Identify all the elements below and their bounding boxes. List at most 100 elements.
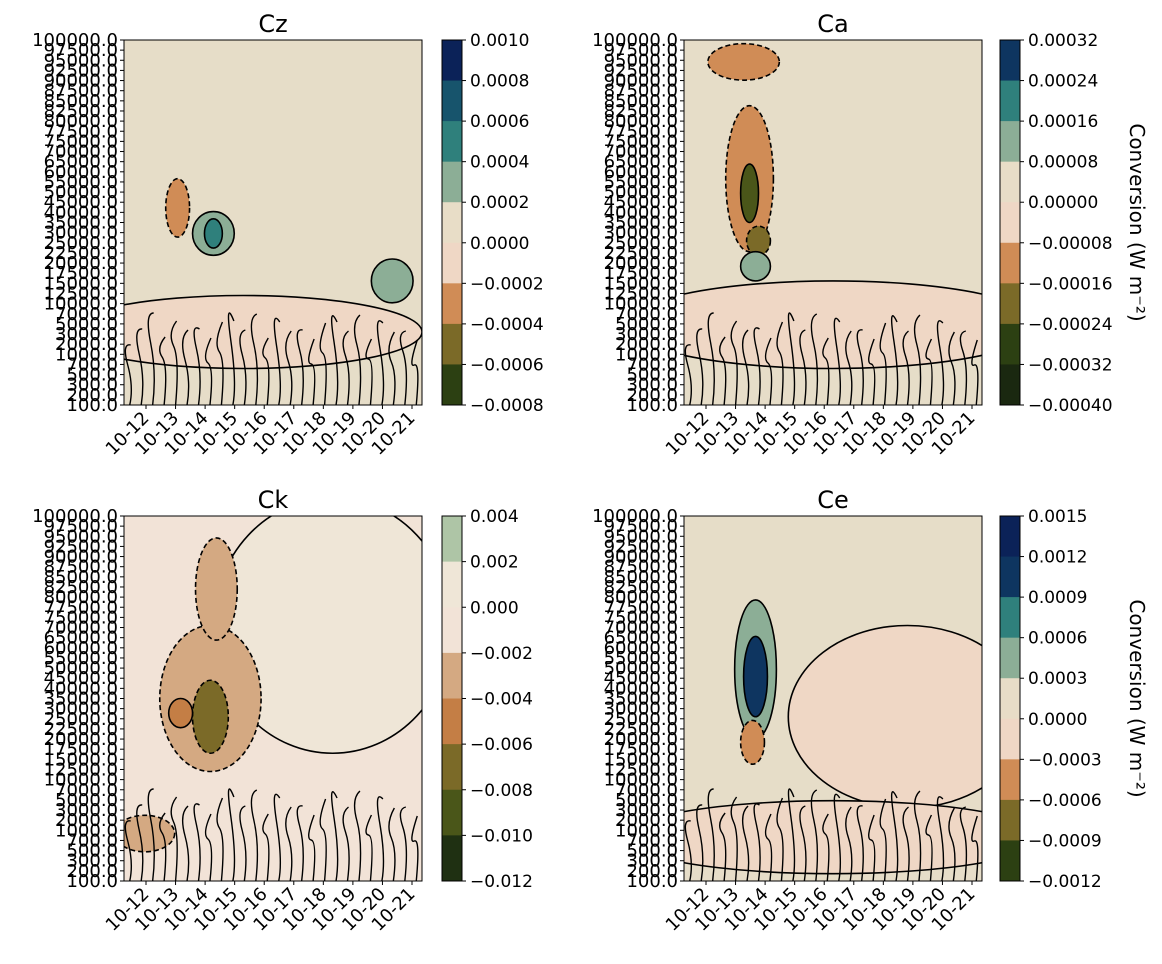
colorbar-tick-label: 0.000: [470, 598, 519, 618]
colorbar-tick-label: 0.0010: [470, 31, 529, 51]
y-tick-label: 10000.0: [44, 770, 118, 791]
y-tick-label: 82500.0: [604, 577, 678, 598]
panel-title: Ck: [258, 486, 289, 514]
colorbar-segment: [442, 323, 462, 365]
y-tick-label: 60000.0: [44, 162, 118, 183]
y-tick-label: 35000.0: [44, 689, 118, 710]
contour-line: [353, 790, 362, 881]
colorbar-segment: [1000, 161, 1020, 203]
y-tick-label: 17500.0: [604, 263, 678, 284]
contour-line: [181, 329, 190, 405]
y-tick-label: 200.0: [626, 385, 678, 406]
colorbar-segment: [442, 40, 462, 82]
colorbar-tick-label: −0.0006: [1028, 791, 1102, 811]
colorbar-tick-label: 0.00008: [1028, 153, 1098, 173]
y-tick-label: 77500.0: [604, 597, 678, 618]
y-tick-label: 15000.0: [44, 749, 118, 770]
y-tick-label: 2000.0: [55, 810, 118, 831]
colorbar-segment: [442, 364, 462, 406]
y-tick-label: 35000.0: [604, 689, 678, 710]
y-tick-label: 500.0: [626, 365, 678, 386]
contour-line: [376, 320, 385, 405]
colorbar-segment: [1000, 718, 1020, 760]
y-tick-label: 65000.0: [44, 152, 118, 173]
y-tick-label: 45000.0: [604, 668, 678, 689]
colorbar-segment: [442, 561, 462, 608]
colorbar-segment: [1000, 678, 1020, 720]
y-tick-label: 55000.0: [44, 172, 118, 193]
contour-region: [745, 225, 772, 257]
y-tick-label: 50000.0: [604, 182, 678, 203]
y-tick-label: 2000.0: [55, 334, 118, 355]
contour-field: [684, 599, 982, 881]
y-tick-label: 85000.0: [44, 91, 118, 112]
y-tick-label: 87500.0: [604, 81, 678, 102]
y-tick-label: 1000.0: [615, 820, 678, 841]
contour-line: [239, 805, 247, 881]
y-tick-label: 700.0: [66, 354, 118, 375]
y-tick-label: 87500.0: [44, 557, 118, 578]
colorbar-segment: [442, 789, 462, 836]
colorbar-segment: [442, 242, 462, 284]
y-tick-label: 1000.0: [55, 820, 118, 841]
colorbar-segment: [442, 121, 462, 163]
contour-line: [285, 330, 293, 405]
colorbar-segment: [442, 835, 462, 882]
y-tick-label: 45000.0: [44, 668, 118, 689]
y-tick-label: 17500.0: [44, 739, 118, 760]
y-tick-label: 12500.0: [604, 283, 678, 304]
y-tick-label: 70000.0: [604, 142, 678, 163]
contour-line: [799, 805, 807, 881]
contour-line: [170, 796, 178, 881]
contour-line: [787, 312, 796, 405]
colorbar-segment: [442, 516, 462, 563]
colorbar: 0.0015 0.0012 0.0009 0.0006 0.0003 0.0000 −0.0…: [999, 507, 1149, 892]
contour-region: [739, 163, 760, 224]
y-tick-label: 82500.0: [44, 101, 118, 122]
y-tick-label: 60000.0: [44, 638, 118, 659]
contour-line: [868, 338, 876, 405]
y-tick-label: 30000.0: [604, 223, 678, 244]
y-tick-label: 12500.0: [44, 283, 118, 304]
colorbar-segment: [1000, 40, 1020, 82]
contour-line: [124, 820, 133, 881]
contour-line: [890, 315, 899, 405]
y-tick-label: 40000.0: [604, 202, 678, 223]
y-tick-label: 22500.0: [44, 719, 118, 740]
y-tick-label: 70000.0: [604, 618, 678, 639]
colorbar-label: Conversion (W m⁻²): [1125, 123, 1149, 321]
contour-line: [913, 314, 922, 405]
contour-region: [684, 280, 982, 370]
contour-region: [370, 258, 414, 304]
y-tick-label: 3000.0: [55, 800, 118, 821]
y-tick-label: 300.0: [66, 851, 118, 872]
contour-line: [833, 793, 842, 881]
contour-line: [239, 329, 247, 405]
contour-region: [124, 814, 176, 853]
contour-line: [136, 328, 144, 405]
colorbar-tick-label: 0.0002: [470, 193, 529, 213]
contour-line: [216, 797, 224, 881]
colorbar-tick-label: −0.0003: [1028, 750, 1102, 770]
y-tick-label: 77500.0: [44, 121, 118, 142]
contour-line: [296, 805, 304, 881]
panel-cz: Cz 100000.097500.095000.092500.090000.087…: [32, 10, 544, 460]
contour-line: [342, 330, 350, 405]
contour-field: [124, 516, 422, 881]
y-tick-label: 25000.0: [44, 709, 118, 730]
y-tick-label: 100.0: [626, 871, 678, 892]
colorbar-tick-label: −0.004: [470, 690, 533, 710]
contour-line: [776, 797, 784, 881]
colorbar-segment: [1000, 597, 1020, 639]
contour-region: [194, 537, 239, 641]
y-tick-label: 2000.0: [615, 810, 678, 831]
contour-line: [719, 336, 727, 405]
y-tick-label: 7000.0: [55, 780, 118, 801]
y-tick-label: 40000.0: [44, 202, 118, 223]
y-tick-label: 92500.0: [604, 60, 678, 81]
contour-line: [925, 338, 933, 405]
panel-title: Cz: [258, 10, 287, 38]
y-tick-label: 700.0: [626, 830, 678, 851]
colorbar-tick-label: 0.0000: [470, 234, 529, 254]
